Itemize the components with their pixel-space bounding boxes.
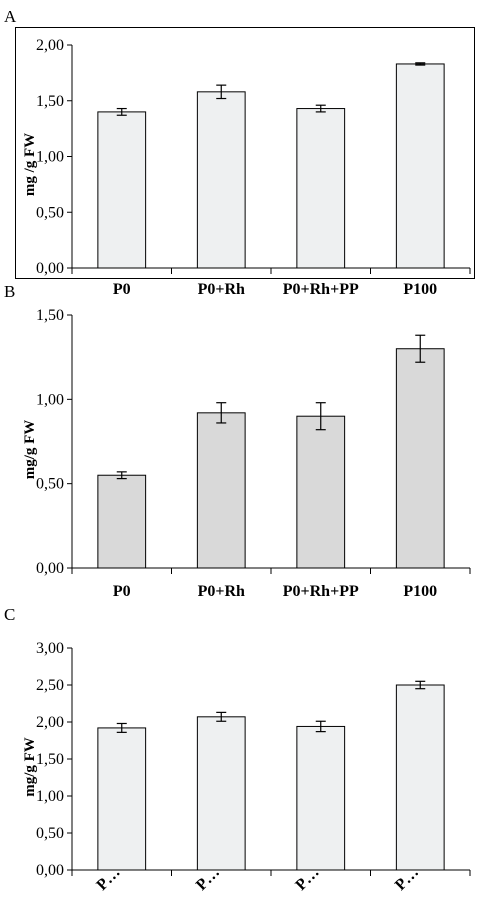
bar	[196, 412, 246, 569]
panel-letter: A	[4, 7, 17, 26]
bar	[296, 415, 346, 569]
y-tick-label: 0,00	[36, 862, 64, 879]
x-category-label: P100	[403, 281, 437, 298]
bar	[395, 348, 445, 569]
x-category-label: P0	[113, 583, 131, 600]
x-category-label: P0+Rh	[198, 281, 245, 298]
bar	[296, 108, 346, 269]
bar	[196, 716, 246, 871]
bar	[196, 91, 246, 269]
x-category-label: P0+Rh	[198, 583, 245, 600]
x-category-label: P0+Rh+PP	[283, 281, 359, 298]
chart-panel-c: C0,000,501,001,502,002,503,00P… P… P… P…mg/…	[4, 605, 471, 894]
y-tick-label: 2,00	[36, 714, 64, 731]
y-tick-label: 0,50	[36, 204, 64, 221]
y-axis-label: mg/g FW	[22, 737, 38, 797]
y-tick-label: 0,50	[36, 476, 64, 493]
y-tick-label: 0,00	[36, 260, 64, 277]
bar	[395, 684, 445, 871]
y-tick-label: 2,00	[36, 37, 64, 54]
chart-panel-a: A 0,00 0,50 1,00 1,50 2,00 P0 P0+Rh P0+Rh+PP P100…	[4, 7, 475, 298]
y-tick-label: 1,00	[36, 149, 64, 166]
x-category-label: P0	[113, 281, 131, 298]
panel-letter: B	[4, 282, 15, 301]
y-tick-label: 1,50	[36, 751, 64, 768]
x-category-label: P0+Rh+PP	[283, 583, 359, 600]
bar	[296, 725, 346, 871]
y-tick-label: 0,00	[36, 560, 64, 577]
y-tick-label: 1,00	[36, 788, 64, 805]
y-axis-label: mg /g FW	[22, 133, 38, 196]
bar	[97, 474, 147, 569]
bar	[395, 63, 445, 269]
x-category-label: P100	[403, 583, 437, 600]
y-tick-label: 1,50	[36, 93, 64, 110]
bar	[97, 727, 147, 871]
bar	[97, 111, 147, 269]
y-tick-label: 1,50	[36, 307, 64, 324]
y-tick-label: 1,00	[36, 391, 64, 408]
y-tick-label: 2,50	[36, 677, 64, 694]
panel-letter: C	[4, 605, 15, 624]
panel-border	[15, 27, 475, 279]
y-axis-label: mg/g FW	[22, 420, 38, 480]
chart-panel-b: B 0,00 0,50 1,00 1,50 P0 P0+Rh P0+Rh+PP P100 mg/g…	[4, 282, 471, 600]
y-tick-label: 0,50	[36, 825, 64, 842]
y-tick-label: 3,00	[36, 640, 64, 657]
